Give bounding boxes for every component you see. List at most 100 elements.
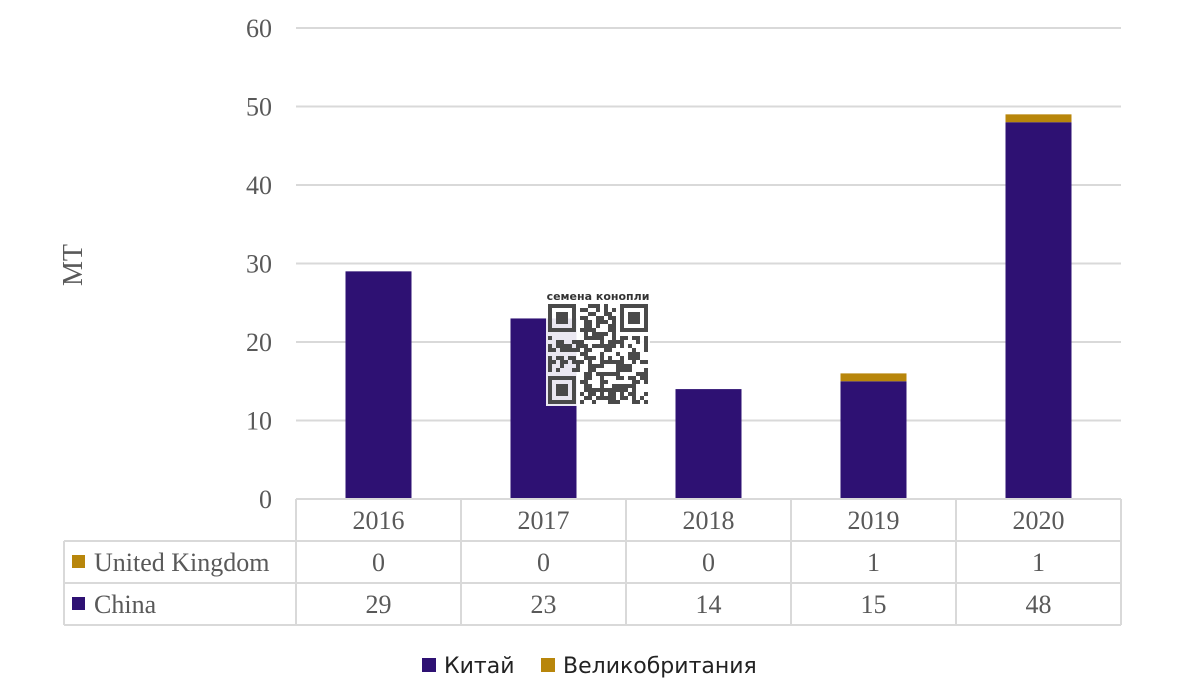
qr-module	[548, 320, 552, 324]
qr-module	[636, 316, 640, 320]
qr-module	[612, 392, 616, 396]
qr-module	[548, 364, 552, 368]
qr-module	[584, 352, 588, 356]
qr-module	[572, 368, 576, 372]
qr-module	[592, 400, 596, 404]
qr-module	[620, 388, 624, 392]
qr-module	[620, 320, 624, 324]
qr-module	[548, 308, 552, 312]
qr-module	[560, 320, 564, 324]
qr-module	[612, 320, 616, 324]
qr-module	[588, 360, 592, 364]
qr-module	[632, 356, 636, 360]
qr-module	[556, 312, 560, 316]
qr-module	[612, 328, 616, 332]
qr-module	[556, 392, 560, 396]
qr-module	[608, 392, 612, 396]
qr-module	[616, 372, 620, 376]
qr-module	[612, 308, 616, 312]
x-tick-label-2016: 2016	[353, 506, 405, 535]
qr-module	[628, 352, 632, 356]
qr-module	[608, 324, 612, 328]
qr-module	[572, 356, 576, 360]
qr-module	[552, 328, 556, 332]
qr-module	[548, 304, 552, 308]
y-axis-tick-labels: 0 10 20 30 40 50 60	[246, 14, 272, 514]
qr-module	[592, 356, 596, 360]
qr-module	[644, 336, 648, 340]
qr-module	[596, 344, 600, 348]
qr-module	[564, 384, 568, 388]
qr-module	[576, 340, 580, 344]
qr-module	[604, 372, 608, 376]
qr-module	[568, 304, 572, 308]
y-tick-label-0: 0	[259, 485, 272, 514]
qr-module	[552, 400, 556, 404]
legend-swatch-china	[422, 658, 436, 672]
qr-module	[588, 328, 592, 332]
qr-module	[620, 392, 624, 396]
qr-module	[584, 344, 588, 348]
qr-module	[580, 380, 584, 384]
gridlines	[296, 27, 1121, 422]
bar-united-kingdom-2020	[1005, 114, 1072, 123]
qr-module	[632, 396, 636, 400]
qr-module	[568, 356, 572, 360]
qr-module	[572, 304, 576, 308]
qr-module	[636, 312, 640, 316]
qr-module	[644, 324, 648, 328]
qr-module	[560, 316, 564, 320]
qr-module	[640, 304, 644, 308]
qr-module	[592, 388, 596, 392]
y-tick-label-40: 40	[246, 171, 272, 200]
qr-module	[612, 324, 616, 328]
qr-module	[628, 320, 632, 324]
qr-module	[584, 308, 588, 312]
qr-module	[620, 304, 624, 308]
qr-module	[616, 364, 620, 368]
qr-module	[580, 352, 584, 356]
qr-module	[588, 364, 592, 368]
qr-module	[588, 372, 592, 376]
qr-module	[608, 328, 612, 332]
qr-module	[624, 364, 628, 368]
qr-module	[628, 344, 632, 348]
qr-module	[636, 400, 640, 404]
qr-module	[600, 376, 604, 380]
qr-module	[604, 360, 608, 364]
qr-module	[584, 376, 588, 380]
qr-module	[560, 400, 564, 404]
qr-module	[616, 400, 620, 404]
qr-module	[596, 336, 600, 340]
qr-module	[600, 392, 604, 396]
qr-module	[624, 336, 628, 340]
qr-module	[556, 304, 560, 308]
bar-united-kingdom-2019	[840, 373, 907, 382]
table-series-label-china: China	[94, 590, 157, 619]
data-label-china-2018: 14	[696, 590, 722, 619]
qr-module	[632, 336, 636, 340]
qr-module	[636, 372, 640, 376]
qr-module	[632, 384, 636, 388]
qr-module	[604, 312, 608, 316]
qr-module	[636, 304, 640, 308]
qr-module	[628, 364, 632, 368]
data-label-china-2019: 15	[861, 590, 887, 619]
qr-module	[644, 304, 648, 308]
qr-module	[600, 384, 604, 388]
qr-module	[616, 360, 620, 364]
qr-module	[616, 384, 620, 388]
qr-module	[620, 316, 624, 320]
qr-module	[592, 328, 596, 332]
qr-module	[592, 368, 596, 372]
qr-module	[556, 368, 560, 372]
bar-china-2019	[840, 381, 907, 499]
qr-module	[584, 372, 588, 376]
qr-module	[576, 364, 580, 368]
x-tick-label-2020: 2020	[1013, 506, 1065, 535]
qr-module	[620, 384, 624, 388]
qr-module	[604, 320, 608, 324]
qr-module	[612, 388, 616, 392]
qr-module	[552, 348, 556, 352]
qr-module	[584, 348, 588, 352]
